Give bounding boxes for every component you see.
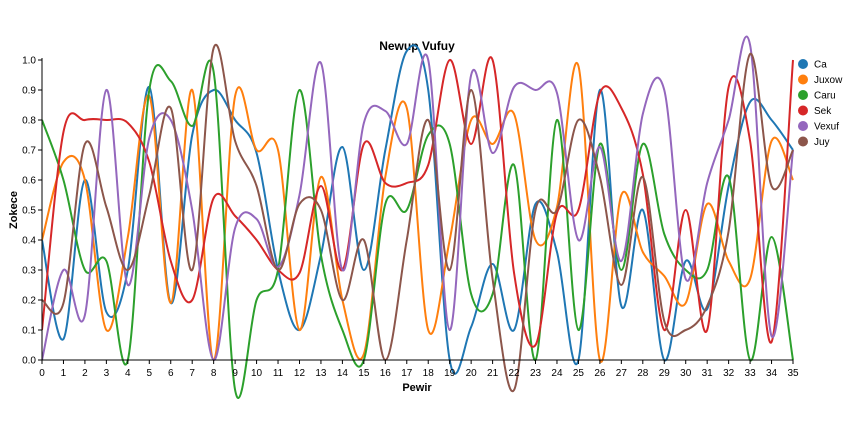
x-axis-title: Pewir [402,382,432,394]
series-line-juxow [42,61,794,363]
x-tick-label: 18 [423,368,435,379]
x-tick-label: 35 [787,368,799,379]
series-layer [42,35,794,400]
x-tick-label: 0 [39,368,45,379]
legend-label: Juxow [814,75,843,86]
y-tick-label: 1.0 [22,56,36,67]
y-tick-label: 0.3 [22,266,36,277]
x-tick-label: 20 [466,368,478,379]
x-axis: 0 1 2 3 4 5 6 7 8 9 10 11 12 13 14 15 16 17 18 19 20 21 22 23 24… [39,359,799,379]
x-tick-label: 29 [659,368,671,379]
legend-label: Caru [814,91,836,102]
series-line-vexuf [42,35,794,362]
x-tick-label: 2 [82,368,88,379]
legend-label: Juy [814,137,830,148]
x-tick-label: 11 [273,368,284,379]
x-tick-label: 22 [508,368,520,379]
x-tick-label: 28 [637,368,649,379]
y-tick-label: 0.4 [22,236,36,247]
x-tick-label: 24 [551,368,563,379]
legend-marker-juxow [798,74,808,85]
legend-label: Ca [814,60,827,71]
series-line-caru [42,59,794,400]
y-tick-label: 0.6 [22,176,36,187]
x-tick-label: 15 [358,368,370,379]
y-tick-label: 0.1 [22,326,36,337]
x-tick-label: 19 [444,368,456,379]
x-tick-label: 16 [380,368,392,379]
x-tick-label: 34 [766,368,778,379]
y-tick-label: 0.2 [22,296,36,307]
legend-marker-caru [798,90,808,100]
x-tick-label: 5 [147,368,153,379]
x-tick-label: 7 [189,368,195,379]
y-axis-title: Zokece [8,191,20,229]
y-tick-label: 0.8 [22,116,36,127]
series-line-sek [42,56,794,348]
legend-marker-vexuf [798,121,808,131]
y-axis: 0.0 0.1 0.2 0.3 0.4 0.5 0.6 0.7 0.8 0.9 1.0 [22,56,43,367]
x-tick-label: 21 [487,368,499,379]
y-tick-label: 0.5 [22,206,36,217]
x-tick-label: 3 [104,368,110,379]
x-tick-label: 9 [232,368,238,379]
x-tick-label: 30 [680,368,692,379]
x-tick-label: 4 [125,368,131,379]
x-tick-label: 10 [251,368,263,379]
legend-label: Vexuf [814,122,839,133]
x-tick-label: 1 [61,368,67,379]
x-tick-label: 26 [594,368,606,379]
x-tick-label: 23 [530,368,542,379]
legend-marker-juy [798,136,808,147]
x-tick-label: 17 [401,368,413,379]
x-tick-label: 14 [337,368,349,379]
legend-marker-sek [798,105,808,116]
x-tick-label: 8 [211,368,217,379]
x-tick-label: 27 [616,368,628,379]
legend: Ca Juxow Caru Sek Vexuf Juy [798,59,843,148]
y-tick-label: 0.0 [22,356,36,367]
y-tick-label: 0.7 [22,146,36,157]
legend-marker-ca [798,59,808,69]
x-tick-label: 31 [702,368,714,379]
x-tick-label: 33 [745,368,757,379]
x-tick-label: 6 [168,368,174,379]
x-tick-label: 25 [573,368,585,379]
x-tick-label: 13 [315,368,327,379]
legend-label: Sek [814,106,832,117]
y-tick-label: 0.9 [22,86,36,97]
x-tick-label: 12 [294,368,306,379]
series-line-juy [42,43,794,393]
x-tick-label: 32 [723,368,735,379]
